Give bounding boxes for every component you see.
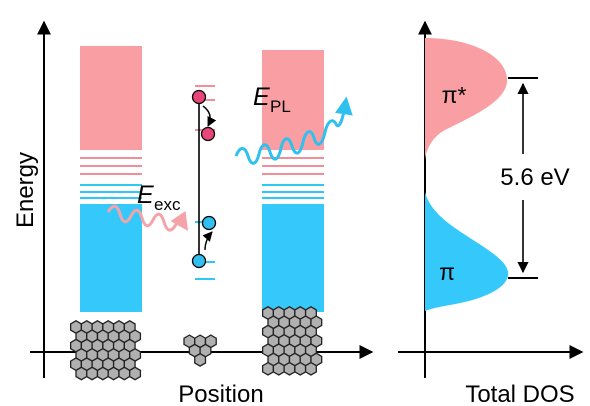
hexagon-cell xyxy=(96,366,109,381)
energy-axis-label: Energy xyxy=(12,152,39,228)
hexagon-cell xyxy=(194,352,207,367)
right-bulk-bands xyxy=(262,50,324,312)
hexagon-cell xyxy=(107,366,120,381)
hexagon-cell xyxy=(272,361,285,376)
dot-discrete-levels xyxy=(195,85,215,280)
hexagon-lattice-icon xyxy=(183,334,217,367)
position-axis-label: Position xyxy=(178,381,263,406)
svg-text:exc: exc xyxy=(154,195,181,214)
pi-star-dos-lobe xyxy=(425,38,508,160)
hexagon-cell xyxy=(304,361,317,376)
wavy-arrow-icon xyxy=(234,96,353,165)
hexagon-cell xyxy=(261,361,275,376)
electron-dot-icon xyxy=(191,89,207,105)
left-conduction-band xyxy=(80,46,142,150)
hexagon-cell xyxy=(294,361,307,376)
hexagon-lattice-icon xyxy=(69,320,142,381)
hexagon-cell xyxy=(75,366,88,381)
excitation-energy-label: E exc xyxy=(137,181,181,214)
right-valence-band xyxy=(262,204,324,312)
gap-value-label: 5.6 eV xyxy=(500,164,569,191)
pi-dos-lobe xyxy=(425,192,509,311)
svg-text:E: E xyxy=(137,181,154,209)
hexagon-cell xyxy=(118,366,131,381)
gap-indicator xyxy=(508,77,538,279)
hole-dot-icon xyxy=(201,215,217,231)
hexagon-lattice-icon xyxy=(261,306,323,376)
hexagon-cell xyxy=(86,366,99,381)
hole-dot-icon xyxy=(191,253,207,269)
pi-label: π xyxy=(439,259,455,285)
dos-axis-label: Total DOS xyxy=(465,381,574,406)
relax-arrow-top xyxy=(202,105,217,127)
pi-star-label: π* xyxy=(442,82,467,108)
left-bulk-bands xyxy=(80,46,142,312)
wavy-arrow-icon xyxy=(106,204,188,232)
svg-text:E: E xyxy=(253,83,270,111)
electron-dot-icon xyxy=(200,126,216,142)
hexagon-cell xyxy=(129,366,142,381)
hexagon-cell xyxy=(283,361,296,376)
left-valence-band xyxy=(80,204,142,312)
relax-arrow-bottom xyxy=(202,231,213,251)
pl-energy-label: E PL xyxy=(253,83,291,116)
svg-text:PL: PL xyxy=(270,97,291,116)
